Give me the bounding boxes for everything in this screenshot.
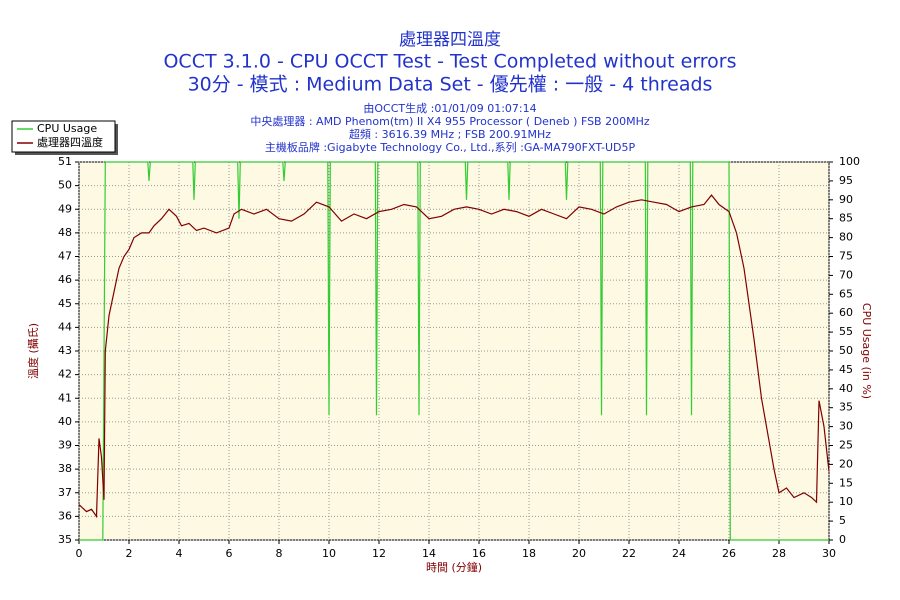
x-tick-label: 14: [422, 547, 436, 560]
x-tick-label: 12: [372, 547, 386, 560]
y2-tick-label: 5: [839, 514, 846, 527]
x-axis-label: 時間 (分鐘): [426, 560, 482, 574]
y2-tick-label: 50: [839, 344, 853, 357]
legend-label: 處理器四溫度: [37, 135, 103, 149]
y2-tick-label: 65: [839, 287, 853, 300]
x-tick-label: 26: [722, 547, 736, 560]
y2-tick-label: 85: [839, 212, 853, 225]
y2-tick-label: 90: [839, 193, 853, 206]
chart-title: 處理器四溫度: [399, 30, 501, 50]
x-tick-label: 28: [772, 547, 786, 560]
series-line: [78, 194, 830, 519]
x-tick-label: 8: [276, 547, 283, 560]
x-tick-label: 6: [226, 547, 233, 560]
y2-tick-label: 80: [839, 231, 853, 244]
y-tick-label: 50: [58, 179, 72, 192]
y-tick-label: 38: [58, 462, 72, 475]
y-tick-label: 39: [58, 439, 72, 452]
chart-title: OCCT 3.1.0 - CPU OCCT Test - Test Comple…: [163, 51, 736, 73]
y2-tick-label: 45: [839, 363, 853, 376]
x-tick-label: 0: [76, 547, 83, 560]
y2-tick-label: 30: [839, 420, 853, 433]
legend-label: CPU Usage: [37, 122, 97, 135]
y2-tick-label: 70: [839, 268, 853, 281]
y-tick-label: 45: [58, 297, 72, 310]
x-tick-label: 4: [176, 547, 183, 560]
subtitle: 中央處理器 : AMD Phenom(tm) II X4 955 Process…: [250, 114, 650, 128]
x-tick-label: 18: [522, 547, 536, 560]
y-axis-label: 溫度 (攝氏): [26, 323, 40, 379]
x-tick-label: 10: [322, 547, 336, 560]
y2-tick-label: 55: [839, 325, 853, 338]
x-tick-label: 16: [472, 547, 486, 560]
x-tick-label: 30: [822, 547, 836, 560]
series-line: [79, 161, 829, 541]
y-tick-label: 41: [58, 391, 72, 404]
legend: [11, 120, 116, 153]
y2-tick-label: 100: [839, 155, 860, 168]
y2-tick-label: 35: [839, 401, 853, 414]
y2-tick-label: 10: [839, 495, 853, 508]
y-tick-label: 37: [58, 486, 72, 499]
y-tick-label: 40: [58, 415, 72, 428]
y-tick-label: 43: [58, 344, 72, 357]
y-tick-label: 46: [58, 273, 72, 286]
y2-tick-label: 20: [839, 457, 853, 470]
chart-title: 30分 - 模式 : Medium Data Set - 優先權 : 一般 - …: [188, 74, 713, 96]
y2-tick-label: 95: [839, 174, 853, 187]
x-tick-label: 20: [572, 547, 586, 560]
y-tick-label: 44: [58, 320, 72, 333]
y2-tick-label: 0: [839, 533, 846, 546]
x-tick-label: 2: [126, 547, 133, 560]
y2-tick-label: 15: [839, 476, 853, 489]
y-tick-label: 42: [58, 368, 72, 381]
subtitle: 由OCCT生成 :01/01/09 01:07:14: [363, 101, 536, 115]
y-tick-label: 35: [58, 533, 72, 546]
y2-axis-label: CPU Usage (in %): [860, 303, 873, 399]
y2-tick-label: 40: [839, 382, 853, 395]
subtitle: 主機板品牌 :Gigabyte Technology Co., Ltd.,系列 …: [265, 140, 636, 154]
y2-tick-label: 75: [839, 250, 853, 263]
y-tick-label: 36: [58, 509, 72, 522]
y-tick-label: 51: [58, 155, 72, 168]
y2-tick-label: 60: [839, 306, 853, 319]
y2-tick-label: 25: [839, 439, 853, 452]
subtitle: 超頻 : 3616.39 MHz ; FSB 200.91MHz: [349, 127, 551, 141]
x-tick-label: 22: [622, 547, 636, 560]
x-tick-label: 24: [672, 547, 686, 560]
y-tick-label: 49: [58, 202, 72, 215]
y-tick-label: 47: [58, 250, 72, 263]
y-tick-label: 48: [58, 226, 72, 239]
